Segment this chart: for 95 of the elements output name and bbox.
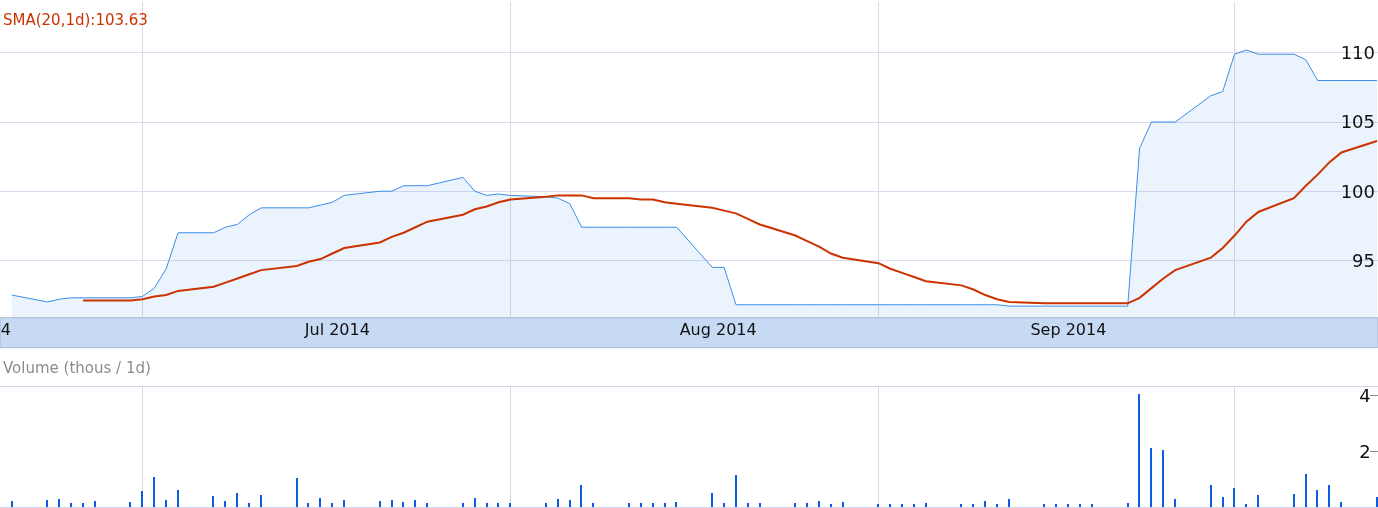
bar (1257, 495, 1259, 507)
x-tick-label: Sep 2014 (1030, 319, 1107, 339)
bar (212, 496, 214, 507)
bar (972, 504, 974, 507)
bar (1055, 504, 1057, 507)
bar (1376, 497, 1378, 507)
x-tick-label: 4 (0, 319, 12, 339)
x-tick-label: Jul 2014 (303, 319, 370, 339)
bar (889, 504, 891, 507)
bar (830, 504, 832, 507)
bar (248, 503, 250, 507)
bar (343, 500, 345, 507)
line-series (82, 139, 1378, 305)
bar (901, 504, 903, 507)
bar (1233, 488, 1235, 507)
bar (1079, 504, 1081, 507)
bar (497, 503, 499, 507)
bar (82, 503, 84, 507)
y-tick-label: 105 (1340, 111, 1375, 133)
bar (1127, 503, 1129, 507)
chart-title: Volume (thous / 1d) (3, 359, 151, 377)
bar (747, 503, 749, 507)
bar (925, 503, 927, 507)
bar (474, 498, 476, 507)
bar (1328, 485, 1330, 507)
bar (11, 501, 13, 507)
bar (177, 490, 179, 507)
bar (806, 503, 808, 507)
bar (592, 503, 594, 507)
bar (1245, 504, 1247, 507)
bar (984, 501, 986, 507)
bar (569, 500, 571, 507)
bar (1222, 497, 1224, 507)
y-tick-label: 110 (1340, 42, 1375, 64)
bar (818, 501, 820, 507)
bar (580, 485, 582, 507)
bar (711, 493, 713, 507)
bar (509, 503, 511, 507)
bar (1008, 499, 1010, 507)
y-tick-label: 95 (1352, 249, 1375, 271)
bar (46, 500, 48, 507)
bar (236, 493, 238, 507)
bar (141, 491, 143, 507)
bar (153, 477, 155, 507)
bar (1043, 504, 1045, 507)
bar (759, 503, 761, 507)
bar (486, 503, 488, 507)
bar (723, 503, 725, 507)
bar (1162, 450, 1164, 507)
bar (319, 498, 321, 507)
x-tick-label: Aug 2014 (679, 319, 757, 339)
bar (557, 499, 559, 507)
bar (426, 503, 428, 507)
bar (260, 495, 262, 507)
bar (129, 502, 131, 507)
bar (735, 475, 737, 507)
bar (1067, 504, 1069, 507)
bar (1305, 474, 1307, 507)
bar (996, 504, 998, 507)
bar (842, 502, 844, 507)
text: SMA(20,1d):103.63 (3, 11, 148, 29)
bar (224, 501, 226, 507)
bar (1293, 494, 1295, 507)
bar (664, 503, 666, 507)
y-tick-label: 100 (1340, 180, 1375, 202)
y-tick-label: 2 (1359, 440, 1371, 462)
bar (1316, 490, 1318, 507)
bar (402, 502, 404, 507)
bar (1210, 485, 1212, 507)
bar (414, 500, 416, 507)
bar (331, 503, 333, 507)
bar (296, 478, 298, 507)
bar (640, 503, 642, 507)
bar (794, 503, 796, 507)
bar (913, 504, 915, 507)
bar (94, 501, 96, 507)
bar (58, 499, 60, 507)
bar (675, 502, 677, 507)
bar (1340, 502, 1342, 507)
bar (877, 504, 879, 507)
y-tick-label: 4 (1359, 385, 1371, 407)
bar (1138, 394, 1140, 507)
bar (1150, 448, 1152, 507)
bar (628, 503, 630, 507)
bar (652, 503, 654, 507)
bar (165, 500, 167, 507)
bar (1091, 504, 1093, 507)
bar (960, 504, 962, 507)
bar (379, 501, 381, 507)
bar (391, 500, 393, 507)
bar (70, 503, 72, 507)
bar (307, 503, 309, 507)
bar (1174, 499, 1176, 507)
bar (545, 503, 547, 507)
bar (462, 503, 464, 507)
